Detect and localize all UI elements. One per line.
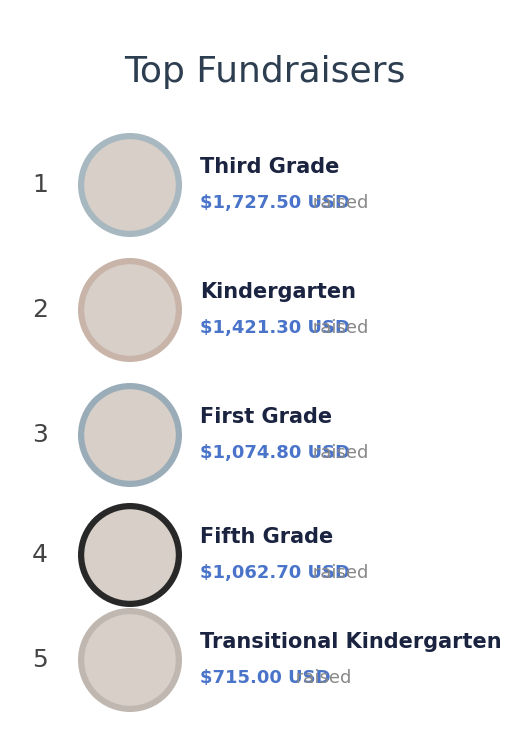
Text: $1,074.80 USD: $1,074.80 USD [200, 444, 350, 462]
Ellipse shape [84, 139, 176, 230]
Ellipse shape [78, 383, 182, 487]
Text: $1,727.50 USD: $1,727.50 USD [200, 194, 350, 212]
Text: $1,421.30 USD: $1,421.30 USD [200, 319, 350, 337]
Text: 3: 3 [32, 423, 48, 447]
Ellipse shape [78, 133, 182, 237]
Text: Kindergarten: Kindergarten [200, 282, 356, 302]
Ellipse shape [84, 614, 176, 706]
Ellipse shape [78, 503, 182, 607]
Ellipse shape [84, 509, 176, 600]
Text: raised: raised [306, 564, 368, 582]
Ellipse shape [84, 264, 176, 356]
Ellipse shape [78, 608, 182, 712]
Text: First Grade: First Grade [200, 407, 332, 427]
Text: 2: 2 [32, 298, 48, 322]
Text: Fifth Grade: Fifth Grade [200, 527, 333, 547]
Text: Top Fundraisers: Top Fundraisers [125, 55, 405, 89]
Text: 4: 4 [32, 543, 48, 567]
Text: $1,062.70 USD: $1,062.70 USD [200, 564, 350, 582]
Text: raised: raised [290, 669, 351, 687]
Text: 1: 1 [32, 173, 48, 197]
Text: Third Grade: Third Grade [200, 157, 339, 177]
Text: raised: raised [306, 319, 368, 337]
Text: $715.00 USD: $715.00 USD [200, 669, 331, 687]
Ellipse shape [84, 389, 176, 481]
Text: raised: raised [306, 444, 368, 462]
Text: Transitional Kindergarten: Transitional Kindergarten [200, 632, 501, 652]
Ellipse shape [78, 258, 182, 362]
Text: raised: raised [306, 194, 368, 212]
Text: 5: 5 [32, 648, 48, 672]
